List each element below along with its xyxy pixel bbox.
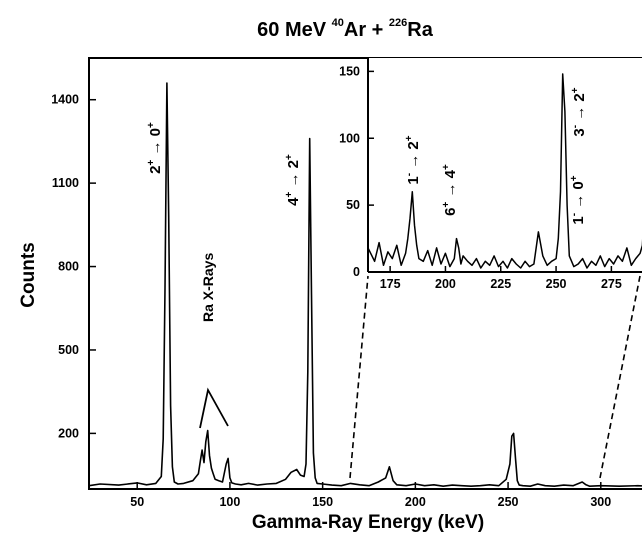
x-tick-label: 150	[312, 495, 333, 509]
x-tick-label: 300	[590, 495, 611, 509]
annotation-ra-xrays: Ra X-Rays	[200, 253, 216, 322]
inset-y-tick-label: 50	[346, 198, 360, 212]
svg-text:4+ → 2+: 4+ → 2+	[284, 154, 302, 206]
zoom-line-right	[599, 275, 641, 479]
annotation-1minus-to-0plus: 1- → 0+	[569, 175, 587, 224]
main-spectrum	[88, 82, 642, 488]
inset-y-axis: 0 50 100 150	[339, 64, 374, 279]
x-tick-label: 100	[219, 495, 240, 509]
inset-x-tick-label: 225	[490, 277, 511, 291]
y-tick-label: 800	[58, 260, 79, 274]
main-y-axis: 200 500 800 1100 1400	[51, 93, 96, 440]
x-tick-label: 200	[405, 495, 426, 509]
y-tick-label: 1100	[52, 176, 79, 190]
inset-chart: 0 50 100 150 175 200 225 250 275 1- → 2+ 6+ → 4…	[339, 58, 642, 291]
inset-x-tick-label: 200	[435, 277, 456, 291]
main-x-axis: 50 100 150 200 250 300	[130, 482, 611, 509]
inset-y-tick-label: 0	[353, 265, 360, 279]
inset-y-tick-label: 150	[339, 64, 360, 78]
annotation-4plus-to-2plus: 4+ → 2+	[284, 154, 302, 206]
inset-x-axis: 175 200 225 250 275	[380, 266, 622, 291]
x-tick-label: 50	[130, 495, 144, 509]
y-axis-title: Counts	[18, 242, 39, 307]
y-tick-label: 1400	[51, 93, 79, 107]
inset-background	[368, 58, 642, 272]
inset-y-tick-label: 100	[339, 131, 360, 145]
y-tick-label: 500	[58, 343, 79, 357]
annotation-6plus-to-4plus: 6+ → 4+	[441, 164, 459, 216]
spectrum-line	[88, 82, 642, 488]
annotation-2plus-to-0plus: 2+ → 0+	[146, 122, 164, 174]
annotation-3minus-to-2plus: 3- → 2+	[570, 87, 588, 136]
svg-text:1- → 0+: 1- → 0+	[569, 175, 587, 224]
svg-text:6+ → 4+: 6+ → 4+	[441, 164, 459, 216]
chart-title: 60 MeV 40Ar + 226Ra	[257, 17, 434, 41]
inset-spectrum	[367, 73, 642, 269]
ra-xrays-bracket	[199, 387, 229, 429]
x-tick-label: 250	[498, 495, 519, 509]
inset-x-tick-label: 250	[546, 277, 567, 291]
zoom-line-left	[349, 275, 369, 479]
inset-spectrum-line	[367, 73, 642, 269]
svg-text:2+ → 0+: 2+ → 0+	[146, 122, 164, 174]
x-axis-title: Gamma-Ray Energy (keV)	[252, 512, 484, 533]
inset-x-tick-label: 175	[380, 277, 401, 291]
svg-text:Ra X-Rays: Ra X-Rays	[200, 253, 216, 322]
svg-text:1- → 2+: 1- → 2+	[404, 135, 422, 184]
svg-text:3- → 2+: 3- → 2+	[570, 87, 588, 136]
inset-x-tick-label: 275	[601, 277, 622, 291]
y-tick-label: 200	[58, 426, 79, 440]
annotation-1minus-to-2plus: 1- → 2+	[404, 135, 422, 184]
